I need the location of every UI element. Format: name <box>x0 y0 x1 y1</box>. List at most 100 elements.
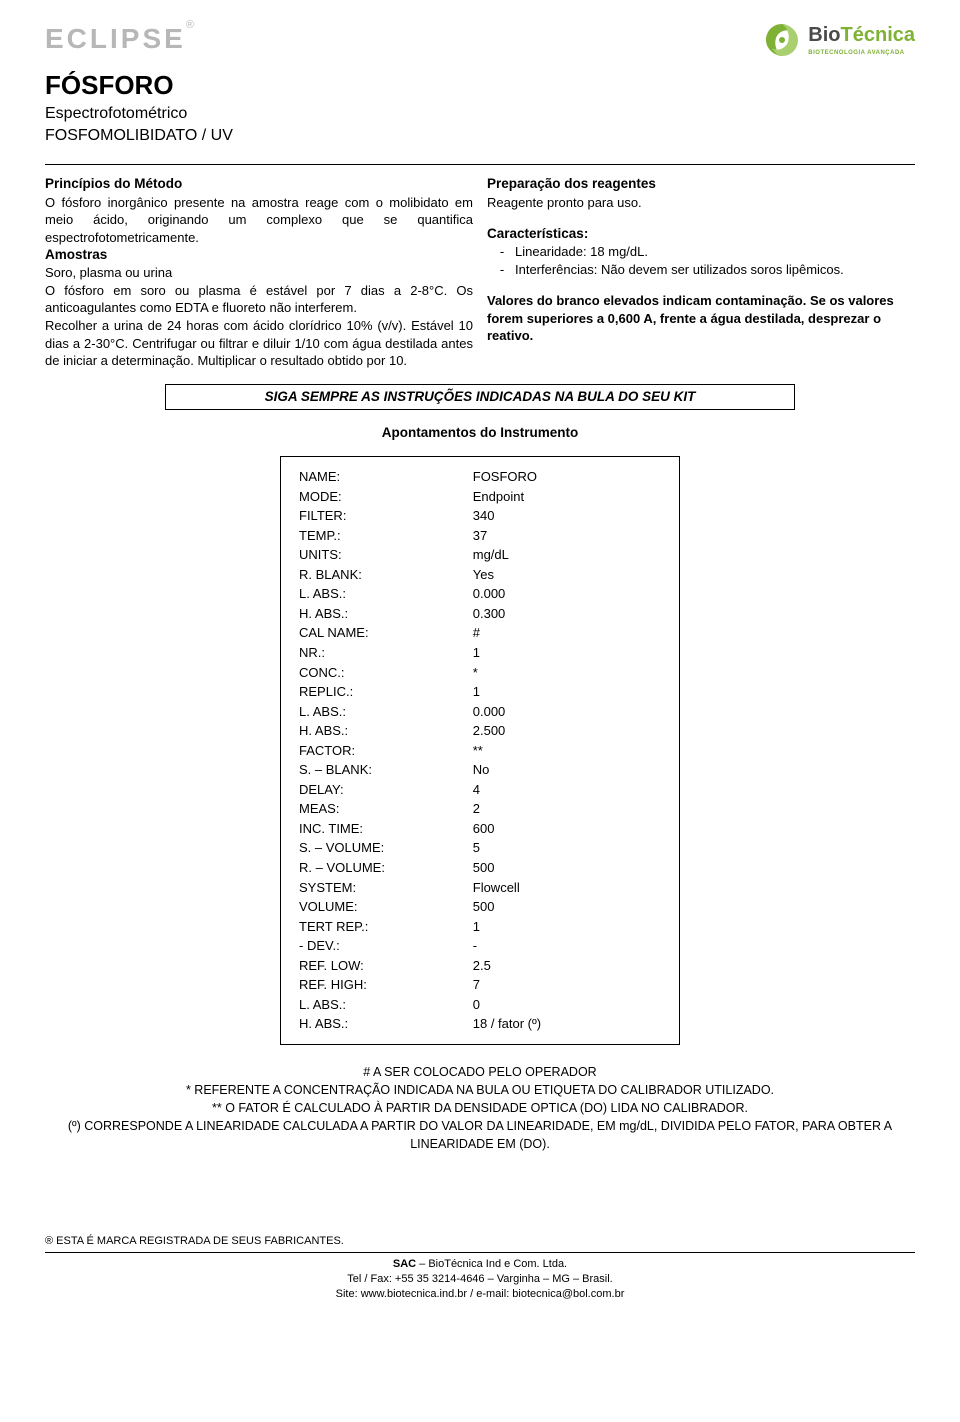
settings-row: S. – VOLUME:5 <box>299 838 661 858</box>
settings-row: REF. HIGH:7 <box>299 975 661 995</box>
samples-line-1: Soro, plasma ou urina <box>45 264 473 282</box>
instructions-banner: SIGA SEMPRE AS INSTRUÇÕES INDICADAS NA B… <box>165 384 795 410</box>
footnote-degree: (º) CORRESPONDE A LINEARIDADE CALCULADA … <box>45 1117 915 1153</box>
settings-row: UNITS:mg/dL <box>299 545 661 565</box>
settings-row: REF. LOW:2.5 <box>299 956 661 976</box>
settings-key: REPLIC.: <box>299 682 473 702</box>
settings-key: L. ABS.: <box>299 702 473 722</box>
settings-value: 4 <box>473 780 661 800</box>
settings-row: VOLUME:500 <box>299 897 661 917</box>
settings-key: FACTOR: <box>299 741 473 761</box>
samples-line-2: O fósforo em soro ou plasma é estável po… <box>45 282 473 317</box>
footer-company-name: – BioTécnica Ind e Com. Ltda. <box>416 1258 567 1270</box>
principles-heading: Princípios do Método <box>45 175 473 193</box>
reagent-prep-heading: Preparação dos reagentes <box>487 175 915 193</box>
logo-text: BioTécnica <box>808 22 915 49</box>
footer-line-3: Site: www.biotecnica.ind.br / e-mail: bi… <box>45 1287 915 1302</box>
brand-registered-mark: ® <box>186 19 194 31</box>
settings-row: REPLIC.:1 <box>299 682 661 702</box>
content-columns: Princípios do Método O fósforo inorgânic… <box>45 175 915 369</box>
settings-value: 0.000 <box>473 584 661 604</box>
settings-row: TEMP.:37 <box>299 526 661 546</box>
settings-value: 2.500 <box>473 721 661 741</box>
settings-value: # <box>473 623 661 643</box>
instrument-settings-box: NAME:FOSFOROMODE:EndpointFILTER:340TEMP.… <box>280 456 680 1045</box>
samples-heading: Amostras <box>45 246 473 264</box>
settings-row: L. ABS.:0.000 <box>299 702 661 722</box>
settings-key: REF. HIGH: <box>299 975 473 995</box>
settings-value: 7 <box>473 975 661 995</box>
settings-key: L. ABS.: <box>299 584 473 604</box>
settings-value: 2 <box>473 799 661 819</box>
settings-key: CAL NAME: <box>299 623 473 643</box>
settings-value: 500 <box>473 858 661 878</box>
settings-row: H. ABS.:0.300 <box>299 604 661 624</box>
settings-value: Endpoint <box>473 487 661 507</box>
settings-value: 37 <box>473 526 661 546</box>
spacer <box>487 211 915 225</box>
logo-tagline: BIOTECNOLOGIA AVANÇADA <box>808 49 915 57</box>
settings-value: mg/dL <box>473 545 661 565</box>
bullet-dash-icon: - <box>497 261 507 279</box>
left-column: Princípios do Método O fósforo inorgânic… <box>45 175 473 369</box>
settings-value: 600 <box>473 819 661 839</box>
footnote-double-star: ** O FATOR É CALCULADO À PARTIR DA DENSI… <box>45 1099 915 1117</box>
settings-key: CONC.: <box>299 663 473 683</box>
footer-line-1: SAC – BioTécnica Ind e Com. Ltda. <box>45 1257 915 1272</box>
settings-key: R. BLANK: <box>299 565 473 585</box>
footer-line-2: Tel / Fax: +55 35 3214-4646 – Varginha –… <box>45 1272 915 1287</box>
settings-key: H. ABS.: <box>299 721 473 741</box>
settings-key: SYSTEM: <box>299 878 473 898</box>
settings-key: NR.: <box>299 643 473 663</box>
settings-row: L. ABS.:0 <box>299 995 661 1015</box>
settings-row: DELAY:4 <box>299 780 661 800</box>
settings-key: DELAY: <box>299 780 473 800</box>
footnote-hash: # A SER COLOCADO PELO OPERADOR <box>45 1063 915 1081</box>
settings-row: CONC.:* <box>299 663 661 683</box>
settings-value: ** <box>473 741 661 761</box>
settings-value: 0.300 <box>473 604 661 624</box>
settings-value: 1 <box>473 682 661 702</box>
instrument-settings-table: NAME:FOSFOROMODE:EndpointFILTER:340TEMP.… <box>299 467 661 1034</box>
settings-row: CAL NAME:# <box>299 623 661 643</box>
settings-value: 1 <box>473 643 661 663</box>
settings-row: R. BLANK:Yes <box>299 565 661 585</box>
product-title-block: FÓSFORO Espectrofotométrico FOSFOMOLIBID… <box>45 68 915 146</box>
settings-key: S. – VOLUME: <box>299 838 473 858</box>
settings-key: S. – BLANK: <box>299 760 473 780</box>
settings-value: * <box>473 663 661 683</box>
characteristics-bullet-2-text: Interferências: Não devem ser utilizados… <box>515 261 844 279</box>
brand-block: ECLIPSE® <box>45 20 194 58</box>
footer-contact: SAC – BioTécnica Ind e Com. Ltda. Tel / … <box>45 1257 915 1302</box>
settings-key: NAME: <box>299 467 473 487</box>
settings-key: L. ABS.: <box>299 995 473 1015</box>
company-logo: BioTécnica BIOTECNOLOGIA AVANÇADA <box>762 20 915 60</box>
settings-row: S. – BLANK:No <box>299 760 661 780</box>
trademark-note: ® ESTA É MARCA REGISTRADA DE SEUS FABRIC… <box>45 1234 915 1249</box>
settings-row: NR.:1 <box>299 643 661 663</box>
settings-key: - DEV.: <box>299 936 473 956</box>
settings-row: H. ABS.:18 / fator (º) <box>299 1014 661 1034</box>
settings-row: R. – VOLUME:500 <box>299 858 661 878</box>
settings-row: MODE:Endpoint <box>299 487 661 507</box>
settings-row: L. ABS.:0.000 <box>299 584 661 604</box>
logo-swirl-icon <box>762 20 802 60</box>
settings-key: TEMP.: <box>299 526 473 546</box>
settings-value: Flowcell <box>473 878 661 898</box>
settings-key: TERT REP.: <box>299 917 473 937</box>
settings-value: 0 <box>473 995 661 1015</box>
settings-key: H. ABS.: <box>299 1014 473 1034</box>
settings-row: - DEV.:- <box>299 936 661 956</box>
settings-key: REF. LOW: <box>299 956 473 976</box>
settings-row: H. ABS.:2.500 <box>299 721 661 741</box>
settings-value: 0.000 <box>473 702 661 722</box>
settings-value: 5 <box>473 838 661 858</box>
settings-row: FACTOR:** <box>299 741 661 761</box>
product-subtitle-1: Espectrofotométrico <box>45 103 915 125</box>
settings-row: TERT REP.:1 <box>299 917 661 937</box>
settings-row: MEAS:2 <box>299 799 661 819</box>
product-subtitle-2: FOSFOMOLIBIDATO / UV <box>45 125 915 147</box>
settings-key: R. – VOLUME: <box>299 858 473 878</box>
blank-warning-text: Valores do branco elevados indicam conta… <box>487 292 915 345</box>
product-title: FÓSFORO <box>45 68 915 103</box>
